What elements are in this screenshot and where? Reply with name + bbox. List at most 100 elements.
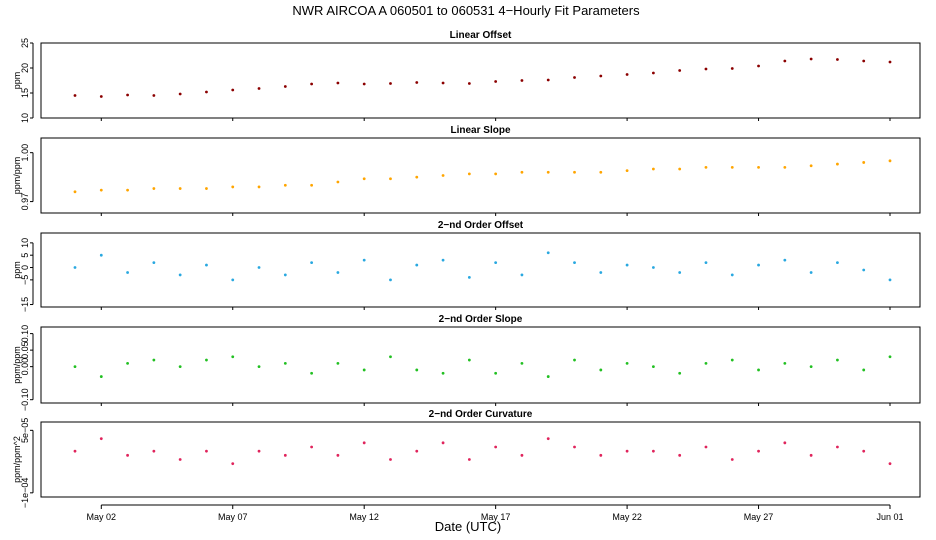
data-point xyxy=(730,165,734,169)
data-point xyxy=(836,358,839,362)
y-tick-label: 0.00 xyxy=(20,358,30,376)
panel-title: Linear Offset xyxy=(450,30,512,41)
data-point xyxy=(441,441,445,445)
data-point xyxy=(283,273,287,277)
panel-frame xyxy=(40,232,921,308)
data-point xyxy=(862,161,866,164)
data-point xyxy=(704,445,708,449)
data-point xyxy=(599,170,603,174)
data-point xyxy=(599,368,603,372)
panel-1: Linear Offset 10 15 20 25 ppm xyxy=(12,30,921,123)
x-tick-label: May 22 xyxy=(612,512,642,522)
x-tick-label: May 02 xyxy=(87,512,117,522)
panel-frame xyxy=(40,42,921,119)
y-tick-label: 5e−05 xyxy=(20,418,30,443)
panel-title: 2−nd Order Curvature xyxy=(429,409,533,420)
y-tick-label: 25 xyxy=(20,38,30,48)
data-point xyxy=(389,82,392,85)
data-point xyxy=(573,445,576,449)
data-point xyxy=(231,278,235,282)
data-point xyxy=(257,266,261,269)
y-axis-label: ppm xyxy=(12,72,22,90)
data-point xyxy=(494,371,498,375)
data-point xyxy=(415,263,419,267)
data-point xyxy=(126,361,129,365)
y-tick-label: −0.10 xyxy=(20,388,30,411)
data-point xyxy=(467,82,471,85)
data-point xyxy=(704,165,708,169)
data-point xyxy=(415,368,419,372)
data-point xyxy=(809,271,813,274)
y-tick-label: 0 xyxy=(20,265,30,270)
data-point xyxy=(809,453,813,457)
data-point xyxy=(783,441,787,445)
data-point xyxy=(336,271,340,274)
data-point xyxy=(757,368,760,372)
data-point xyxy=(757,263,760,267)
data-point xyxy=(467,358,471,362)
data-point xyxy=(389,458,392,461)
y-tick-label: 10 xyxy=(20,238,30,248)
data-point xyxy=(310,261,314,264)
data-point xyxy=(520,79,524,82)
data-point xyxy=(389,177,392,181)
data-point xyxy=(836,58,839,61)
data-point xyxy=(678,69,682,72)
data-point xyxy=(283,85,287,88)
data-point xyxy=(178,92,182,96)
data-point xyxy=(389,355,392,359)
y-axis-label: ppm/ppm xyxy=(12,346,22,384)
data-point xyxy=(494,261,498,264)
data-point xyxy=(178,273,182,277)
data-point xyxy=(494,172,498,176)
y-tick-label: 5 xyxy=(20,253,30,258)
data-point xyxy=(625,449,629,453)
data-point xyxy=(257,185,261,189)
data-point xyxy=(441,81,445,85)
data-point xyxy=(704,261,708,264)
data-point xyxy=(205,187,208,190)
x-axis: May 02 May 07 May 12 May 17 May 22 May 27 Jun … xyxy=(87,118,904,522)
data-point xyxy=(678,371,682,375)
data-point xyxy=(178,365,182,369)
data-point xyxy=(73,94,77,97)
y-axis-label: ppm/ppm^2 xyxy=(12,436,22,483)
data-point xyxy=(231,355,235,359)
data-point xyxy=(389,278,392,282)
data-point xyxy=(520,170,524,174)
data-point xyxy=(783,258,787,262)
data-point xyxy=(809,57,813,61)
data-point xyxy=(205,90,208,94)
data-point xyxy=(757,64,760,68)
data-point xyxy=(231,185,235,189)
data-point xyxy=(599,74,603,78)
series xyxy=(73,251,892,282)
y-tick-label: −1e−04 xyxy=(20,478,30,509)
data-point xyxy=(99,253,103,257)
data-point xyxy=(520,273,524,277)
data-point xyxy=(730,358,734,362)
data-point xyxy=(310,445,314,449)
data-point xyxy=(362,82,366,86)
data-point xyxy=(73,449,77,453)
data-point xyxy=(783,165,787,169)
data-point xyxy=(467,172,471,176)
data-point xyxy=(809,164,813,168)
panel-frame xyxy=(40,421,921,498)
data-point xyxy=(310,371,314,375)
y-axis-label: ppm xyxy=(12,261,22,279)
data-point xyxy=(494,80,498,83)
data-point xyxy=(362,368,366,372)
panel-title: Linear Slope xyxy=(450,125,510,136)
data-point xyxy=(678,167,682,171)
data-point xyxy=(310,183,314,187)
data-point xyxy=(520,361,524,365)
data-point xyxy=(625,263,629,267)
data-point xyxy=(730,458,734,461)
data-point xyxy=(415,175,419,179)
data-point xyxy=(152,449,156,453)
data-point xyxy=(625,361,629,365)
y-tick-label: 0.10 xyxy=(20,325,30,343)
